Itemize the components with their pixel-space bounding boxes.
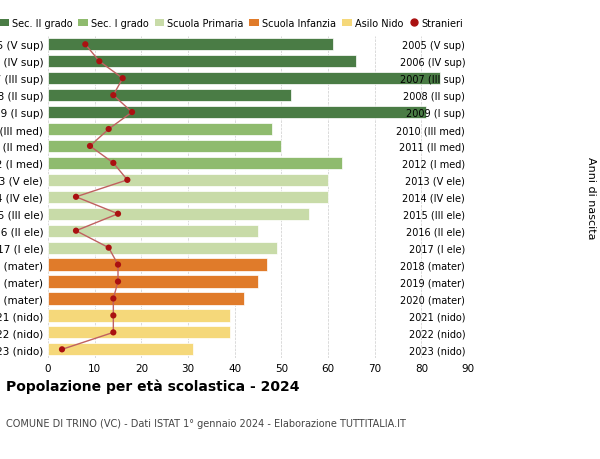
Bar	[48, 343, 193, 356]
Bar	[48, 310, 230, 322]
Bar	[48, 107, 426, 119]
Bar	[48, 140, 281, 153]
Point	[109, 92, 118, 100]
Text: Anni di nascita: Anni di nascita	[586, 156, 596, 239]
Point	[122, 177, 132, 184]
Point	[104, 245, 113, 252]
Point	[95, 58, 104, 66]
Legend: Sec. II grado, Sec. I grado, Scuola Primaria, Scuola Infanzia, Asilo Nido, Stran: Sec. II grado, Sec. I grado, Scuola Prim…	[0, 19, 463, 28]
Point	[71, 228, 81, 235]
Bar	[48, 73, 440, 85]
Point	[109, 329, 118, 336]
Bar	[48, 293, 244, 305]
Point	[113, 211, 123, 218]
Point	[85, 143, 95, 150]
Bar	[48, 90, 290, 102]
Bar	[48, 242, 277, 254]
Bar	[48, 208, 310, 220]
Bar	[48, 56, 356, 68]
Point	[109, 295, 118, 302]
Text: Popolazione per età scolastica - 2024: Popolazione per età scolastica - 2024	[6, 379, 299, 393]
Bar	[48, 157, 342, 170]
Point	[118, 75, 127, 83]
Point	[127, 109, 137, 117]
Point	[80, 41, 90, 49]
Bar	[48, 276, 258, 288]
Point	[104, 126, 113, 134]
Point	[109, 312, 118, 319]
Bar	[48, 174, 328, 186]
Bar	[48, 259, 268, 271]
Point	[113, 261, 123, 269]
Bar	[48, 39, 332, 51]
Bar	[48, 326, 230, 339]
Point	[57, 346, 67, 353]
Bar	[48, 191, 328, 203]
Text: COMUNE DI TRINO (VC) - Dati ISTAT 1° gennaio 2024 - Elaborazione TUTTITALIA.IT: COMUNE DI TRINO (VC) - Dati ISTAT 1° gen…	[6, 418, 406, 428]
Bar	[48, 123, 272, 136]
Point	[113, 278, 123, 285]
Point	[109, 160, 118, 167]
Point	[71, 194, 81, 201]
Bar	[48, 225, 258, 237]
